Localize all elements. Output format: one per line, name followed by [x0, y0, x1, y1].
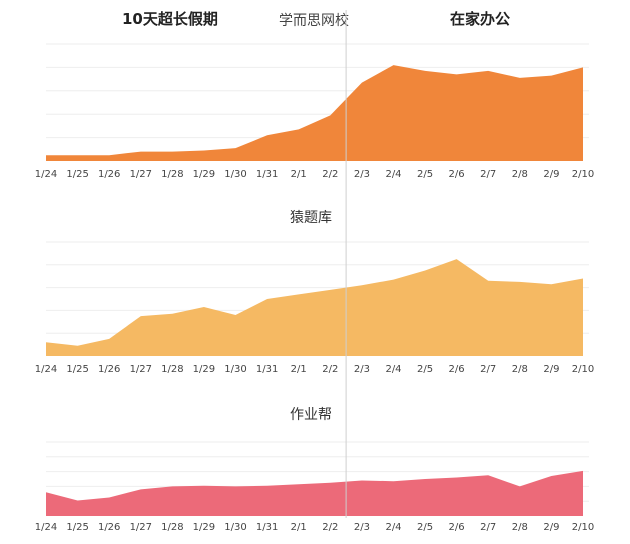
x-tick-label: 2/7 [480, 364, 496, 375]
x-tick-label: 1/28 [161, 364, 183, 375]
x-tick-label: 2/4 [385, 169, 401, 180]
x-tick-label: 2/5 [417, 169, 433, 180]
x-tick-label: 1/25 [66, 522, 88, 533]
chart-title: 猿题库 [290, 210, 332, 226]
x-tick-label: 2/10 [572, 364, 594, 375]
x-tick-label: 2/9 [543, 522, 559, 533]
x-tick-label: 2/2 [322, 169, 338, 180]
x-tick-label: 2/6 [449, 364, 465, 375]
x-tick-label: 2/7 [480, 522, 496, 533]
x-tick-label: 2/6 [449, 169, 465, 180]
x-tick-label: 2/8 [512, 522, 528, 533]
x-tick-label: 2/3 [354, 522, 370, 533]
x-tick-label: 2/2 [322, 522, 338, 533]
x-tick-label: 1/27 [130, 522, 152, 533]
x-tick-label: 1/30 [224, 169, 246, 180]
x-tick-label: 1/26 [98, 522, 120, 533]
x-tick-label: 2/7 [480, 169, 496, 180]
x-tick-label: 2/10 [572, 169, 594, 180]
x-tick-label: 1/28 [161, 522, 183, 533]
x-tick-label: 1/24 [35, 522, 57, 533]
x-tick-label: 2/2 [322, 364, 338, 375]
area-series [46, 65, 583, 161]
x-tick-label: 1/25 [66, 169, 88, 180]
x-tick-label: 1/27 [130, 169, 152, 180]
x-tick-label: 2/1 [291, 169, 307, 180]
x-tick-label: 1/29 [193, 522, 215, 533]
x-tick-label: 1/30 [224, 522, 246, 533]
x-tick-label: 2/4 [385, 522, 401, 533]
x-tick-label: 1/25 [66, 364, 88, 375]
x-tick-label: 2/5 [417, 522, 433, 533]
x-tick-label: 2/6 [449, 522, 465, 533]
x-tick-label: 1/26 [98, 364, 120, 375]
x-tick-label: 1/24 [35, 169, 57, 180]
x-tick-label: 2/1 [291, 364, 307, 375]
x-tick-label: 2/3 [354, 169, 370, 180]
x-tick-label: 1/31 [256, 169, 278, 180]
x-tick-label: 1/27 [130, 364, 152, 375]
chart-title: 作业帮 [290, 407, 332, 423]
x-tick-label: 2/10 [572, 522, 594, 533]
x-tick-label: 1/29 [193, 169, 215, 180]
area-series [46, 259, 583, 356]
x-tick-label: 1/31 [256, 522, 278, 533]
x-tick-label: 2/9 [543, 364, 559, 375]
x-tick-label: 1/31 [256, 364, 278, 375]
x-tick-label: 2/8 [512, 169, 528, 180]
x-tick-label: 2/9 [543, 169, 559, 180]
header-left-label: 10天超长假期 [122, 10, 218, 28]
x-tick-label: 1/26 [98, 169, 120, 180]
x-tick-label: 1/24 [35, 364, 57, 375]
header-right-label: 在家办公 [450, 10, 511, 28]
x-tick-label: 1/30 [224, 364, 246, 375]
x-tick-label: 2/5 [417, 364, 433, 375]
header-center-label: 学而思网校 [279, 13, 349, 29]
x-tick-label: 1/28 [161, 169, 183, 180]
x-tick-label: 2/3 [354, 364, 370, 375]
area-series [46, 470, 583, 516]
x-tick-label: 2/4 [385, 364, 401, 375]
x-tick-label: 1/29 [193, 364, 215, 375]
x-tick-label: 2/8 [512, 364, 528, 375]
x-tick-label: 2/1 [291, 522, 307, 533]
